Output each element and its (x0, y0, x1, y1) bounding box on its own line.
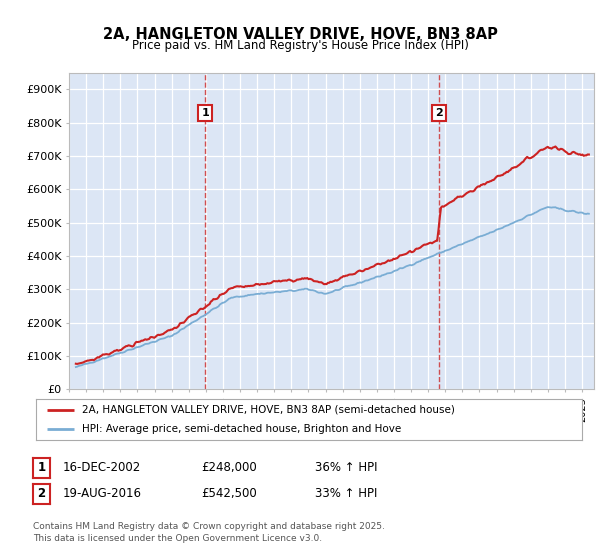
Text: 2: 2 (37, 487, 46, 501)
Text: Price paid vs. HM Land Registry's House Price Index (HPI): Price paid vs. HM Land Registry's House … (131, 39, 469, 53)
Text: HPI: Average price, semi-detached house, Brighton and Hove: HPI: Average price, semi-detached house,… (82, 423, 401, 433)
Text: 2A, HANGLETON VALLEY DRIVE, HOVE, BN3 8AP (semi-detached house): 2A, HANGLETON VALLEY DRIVE, HOVE, BN3 8A… (82, 405, 455, 415)
Text: 2A, HANGLETON VALLEY DRIVE, HOVE, BN3 8AP: 2A, HANGLETON VALLEY DRIVE, HOVE, BN3 8A… (103, 27, 497, 42)
Text: Contains HM Land Registry data © Crown copyright and database right 2025.
This d: Contains HM Land Registry data © Crown c… (33, 522, 385, 543)
Text: 16-DEC-2002: 16-DEC-2002 (63, 461, 141, 474)
Text: 33% ↑ HPI: 33% ↑ HPI (315, 487, 377, 501)
Text: 1: 1 (37, 461, 46, 474)
Text: 2: 2 (435, 108, 443, 118)
Text: £248,000: £248,000 (201, 461, 257, 474)
Text: 19-AUG-2016: 19-AUG-2016 (63, 487, 142, 501)
Text: 1: 1 (201, 108, 209, 118)
Text: 36% ↑ HPI: 36% ↑ HPI (315, 461, 377, 474)
Text: £542,500: £542,500 (201, 487, 257, 501)
